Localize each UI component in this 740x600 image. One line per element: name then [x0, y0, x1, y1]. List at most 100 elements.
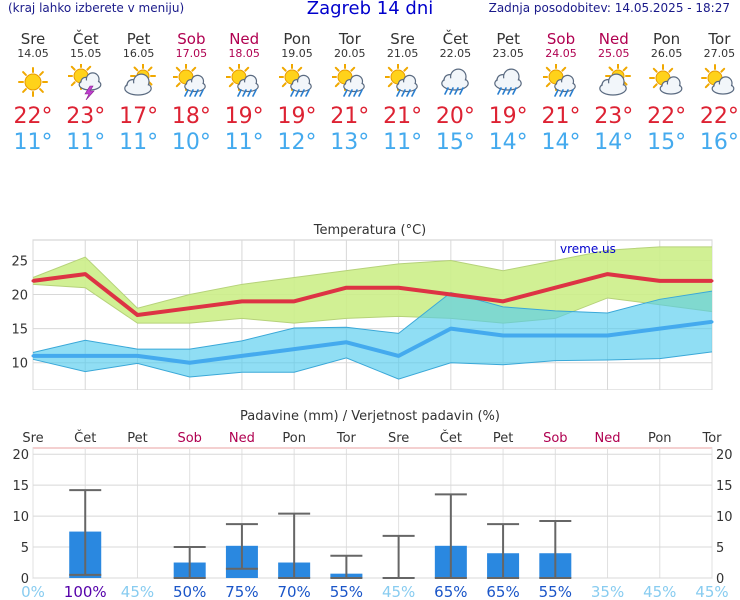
min-temperature: 15°	[647, 130, 687, 155]
min-temperature: 11°	[224, 130, 264, 155]
min-temperature: 14°	[594, 130, 634, 155]
temperature-point	[188, 361, 192, 365]
day-date: 15.05	[70, 47, 102, 60]
day-name: Tor	[338, 30, 361, 48]
day-column: Ned 18.05 19° 11°	[218, 30, 270, 156]
header-bar: (kraj lahko izberete v meniju) Zagreb 14…	[0, 0, 740, 20]
x-tick-label: Sre	[388, 431, 409, 446]
probability-label: 65%	[486, 583, 519, 600]
max-temperature: 19°	[224, 104, 264, 129]
x-tick-label: Čet	[74, 430, 96, 446]
rain-cloud-icon	[494, 68, 522, 95]
temperature-point	[501, 333, 505, 337]
y-tick-label-right: 5	[716, 541, 724, 556]
temperature-point	[135, 313, 139, 317]
range-lower-line	[32, 351, 713, 380]
daily-forecast-strip: Sre 14.05 22° 11° Čet 15.05 23° 11° Pet 16.05 17° 1…	[0, 30, 740, 170]
probability-label: 35%	[591, 583, 624, 600]
precipitation-chart: Padavine (mm) / Verjetnost padavin (%) Sr…	[12, 409, 733, 600]
y-tick-label: 25	[11, 254, 28, 269]
day-name: Sre	[20, 30, 46, 48]
max-temperature: 21°	[383, 104, 423, 129]
day-name: Čet	[442, 30, 469, 48]
temperature-point	[449, 327, 453, 331]
temperature-point	[658, 279, 662, 283]
temperature-point	[83, 354, 87, 358]
day-date: 24.05	[545, 47, 577, 60]
sun-rain-icon	[331, 64, 365, 97]
range-upper-line	[32, 290, 713, 353]
day-column: Čet 15.05 23° 11°	[60, 30, 112, 156]
max-temperature: 21°	[541, 104, 581, 129]
x-tick-label: Tor	[336, 431, 357, 446]
max-temperature: 20°	[435, 104, 475, 129]
range-lower-line	[32, 283, 713, 324]
day-date: 26.05	[650, 47, 683, 60]
sun-rain-icon	[384, 64, 418, 97]
day-date: 20.05	[334, 47, 366, 60]
probability-label: 45%	[121, 583, 154, 600]
range-upper-line	[32, 246, 712, 309]
probability-label: 55%	[330, 583, 363, 600]
x-tick-label: Pon	[282, 431, 306, 446]
sun-rain-icon	[543, 64, 576, 97]
y-tick-label-left: 20	[12, 448, 29, 463]
sun-cloud-icon	[648, 64, 682, 95]
day-date: 23.05	[492, 47, 524, 60]
min-temperature: 11°	[383, 130, 423, 155]
day-column: Sob 17.05 18° 10°	[165, 30, 217, 156]
day-column: Pet 16.05 17° 11°	[113, 30, 165, 156]
thunderstorm-icon	[67, 64, 102, 100]
probability-label: 100%	[64, 583, 107, 600]
temperature-point	[553, 333, 557, 337]
probability-label: 75%	[225, 583, 258, 600]
day-name: Ned	[229, 30, 260, 48]
temperature-point	[240, 299, 244, 303]
min-temperature: 14°	[488, 130, 528, 155]
y-tick-label-right: 10	[716, 510, 733, 525]
temperature-point	[710, 279, 714, 283]
sun-rain-icon	[279, 64, 312, 97]
probability-label: 70%	[277, 583, 310, 600]
x-tick-label: Sre	[22, 431, 43, 446]
day-date: 18.05	[228, 47, 260, 60]
x-tick-label: Pet	[493, 431, 513, 446]
day-date: 27.05	[703, 47, 736, 60]
day-name: Sob	[546, 30, 576, 48]
day-column: Tor 20.05 21° 13°	[324, 30, 376, 156]
temperature-point	[292, 347, 296, 351]
day-column: Pon 19.05 19° 12°	[271, 30, 323, 156]
temperature-chart: Temperatura (°C) 10 15 20 25 vreme.us	[11, 223, 714, 390]
x-tick-label: Tor	[701, 431, 722, 446]
day-name: Sre	[390, 30, 415, 48]
last-updated: Zadnja posodobitev: 14.05.2025 - 18:27	[488, 1, 730, 15]
min-temperature: 11°	[66, 130, 106, 155]
temperature-point	[83, 272, 87, 276]
day-column: Pet 23.05 19° 14°	[482, 30, 534, 156]
y-tick-label: 20	[11, 289, 28, 304]
day-name: Sob	[177, 30, 206, 48]
rain-cloud-icon	[441, 68, 470, 95]
probability-label: 65%	[434, 583, 467, 600]
day-name: Pet	[496, 30, 520, 48]
probability-label: 0%	[21, 583, 45, 600]
max-temperature: 22°	[13, 104, 53, 129]
day-column: Sre 14.05 22° 11°	[7, 30, 59, 156]
x-tick-label: Sob	[177, 431, 201, 446]
min-temperature: 15°	[435, 130, 475, 155]
temperature-point	[344, 340, 348, 344]
x-tick-label: Ned	[229, 431, 255, 446]
temperature-point	[606, 333, 610, 337]
temperature-point	[292, 299, 296, 303]
max-temperature: 23°	[66, 104, 106, 129]
y-tick-label-left: 0	[21, 572, 29, 587]
day-date: 25.05	[598, 47, 630, 60]
day-date: 17.05	[175, 47, 208, 60]
sun-rain-icon	[173, 64, 207, 97]
day-name: Ned	[598, 30, 629, 48]
day-column: Tor 27.05 22° 16°	[693, 30, 740, 156]
temperature-point	[31, 354, 35, 358]
page-title: Zagreb 14 dni	[306, 0, 434, 19]
max-temperature: 22°	[699, 104, 739, 129]
min-temperature: 11°	[13, 130, 53, 155]
